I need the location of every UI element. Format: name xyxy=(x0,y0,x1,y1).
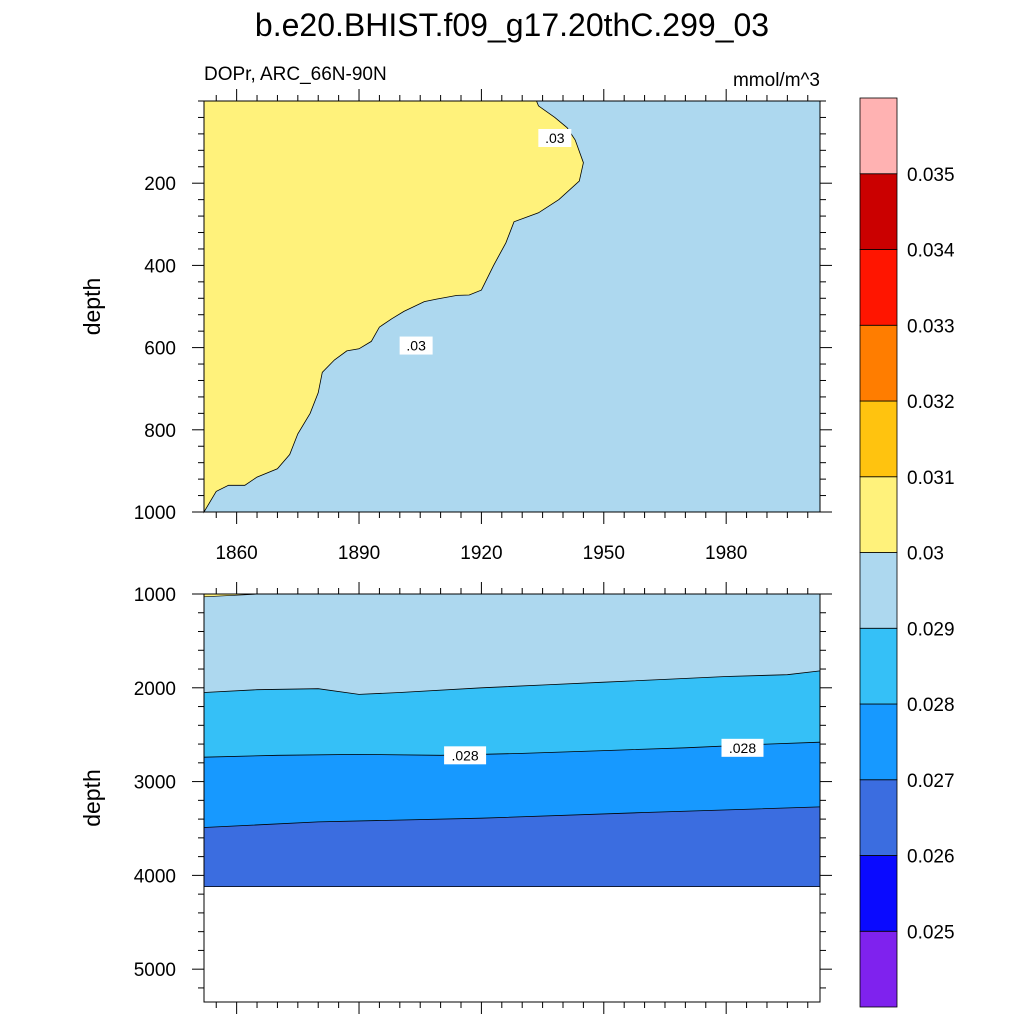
colorbar-label: 0.029 xyxy=(907,619,955,640)
colorbar-box-0 xyxy=(859,930,898,1008)
colorbar-label: 0.025 xyxy=(907,922,955,943)
colorbar-box-9 xyxy=(859,249,898,326)
contour-label-1: .03 xyxy=(399,336,433,355)
contour-label-bg xyxy=(538,128,572,147)
y-axis-label: depth xyxy=(79,278,105,336)
colorbar-label: 0.035 xyxy=(907,165,955,186)
contour-label-bg xyxy=(444,746,487,765)
colorbar-box-3 xyxy=(859,703,898,781)
y-tick-label: 4000 xyxy=(134,866,176,887)
lower-panel: .028 .028 1000 2000 3000 4000 5000 depth xyxy=(79,582,832,1014)
contour-label-text: .03 xyxy=(545,130,565,146)
x-tick-label: 1920 xyxy=(460,543,502,564)
y-tick-label: 200 xyxy=(144,174,176,195)
colorbar-box-8 xyxy=(859,324,898,402)
colorbar-label: 0.034 xyxy=(907,241,955,262)
plot-frame xyxy=(203,100,821,513)
colorbar-box-4 xyxy=(859,627,898,705)
upper-panel: .03 .03 200 400 600 800 1000 depth 1860 1890 1920 1… xyxy=(79,89,832,564)
contour-line-1 xyxy=(203,670,821,695)
contour-label-text: .028 xyxy=(729,740,756,756)
colorbar-label: 0.031 xyxy=(907,468,955,489)
colorbar-label: 0.033 xyxy=(907,316,955,337)
colorbar-box-2 xyxy=(859,779,898,856)
colorbar-box-5 xyxy=(859,552,898,629)
contour-line-3 xyxy=(203,806,821,828)
contour-label-bg xyxy=(721,738,764,757)
x-tick-label: 1980 xyxy=(705,543,747,564)
y-tick-label: 1000 xyxy=(134,503,176,524)
contour-layer-3 xyxy=(204,806,820,887)
x-tick-label: 1860 xyxy=(215,543,257,564)
contour-label-1: .028 xyxy=(721,738,764,757)
colorbar-label: 0.032 xyxy=(907,392,955,413)
y-axis-label: depth xyxy=(79,769,105,827)
colorbar-box-6 xyxy=(859,476,898,553)
y-tick-label: 2000 xyxy=(134,679,176,700)
y-tick-label: 3000 xyxy=(134,773,176,794)
contour-label-text: .028 xyxy=(451,747,478,763)
colorbar-label: 0.027 xyxy=(907,771,955,792)
colorbar-box-10 xyxy=(859,173,898,250)
colorbar-label: 0.028 xyxy=(907,695,955,716)
colorbar-box-11 xyxy=(859,97,898,175)
chart-title: b.e20.BHIST.f09_g17.20thC.299_03 xyxy=(255,7,769,43)
y-tick-label: 800 xyxy=(144,421,176,442)
contour-region-0 xyxy=(203,100,584,514)
y-tick-label: 5000 xyxy=(134,960,176,981)
colorbar-box-1 xyxy=(859,855,898,932)
chart-subtitle-right: mmol/m^3 xyxy=(733,70,820,91)
colorbar: 0.025 0.026 0.027 0.028 0.029 0.03 0.031 0.032 0… xyxy=(859,97,955,1008)
contour-label-text: .03 xyxy=(406,338,426,354)
plot-frame xyxy=(203,593,821,1003)
chart-subtitle-left: DOPr, ARC_66N-90N xyxy=(204,64,387,85)
colorbar-label: 0.03 xyxy=(907,544,944,565)
y-tick-label: 1000 xyxy=(134,585,176,606)
contour-label-0: .03 xyxy=(538,128,572,147)
contour-label-0: .028 xyxy=(444,746,487,765)
contour-label-bg xyxy=(399,336,433,355)
colorbar-box-7 xyxy=(859,400,898,478)
y-tick-label: 600 xyxy=(144,339,176,360)
x-tick-label: 1890 xyxy=(338,543,380,564)
colorbar-label: 0.026 xyxy=(907,847,955,868)
x-tick-label: 1950 xyxy=(583,543,625,564)
y-tick-label: 400 xyxy=(144,256,176,277)
